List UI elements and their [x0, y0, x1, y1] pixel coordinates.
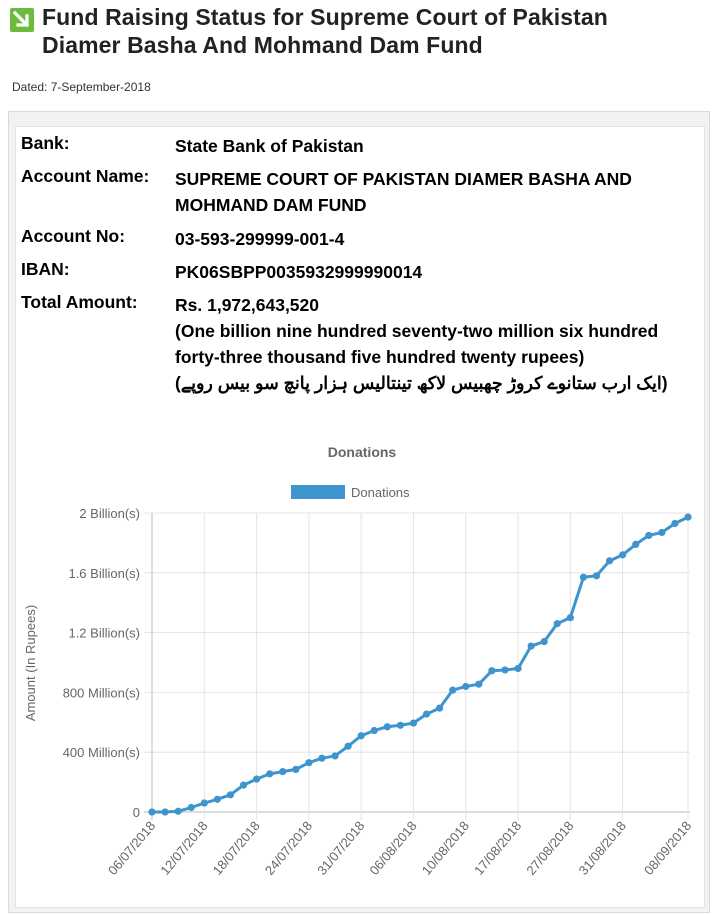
data-point [592, 572, 601, 580]
data-point [619, 551, 627, 559]
data-point [344, 742, 352, 750]
x-tick-label: 10/08/2018 [419, 818, 472, 877]
data-point [357, 732, 365, 740]
data-point [449, 686, 457, 694]
data-point [579, 573, 588, 581]
data-point [396, 721, 404, 729]
page-title-line-2: Diamer Basha And Mohmand Dam Fund [42, 32, 483, 58]
x-tick-label: 24/07/2018 [262, 818, 315, 877]
y-tick-label: 400 Million(s) [63, 745, 140, 760]
y-tick-labels: 0 400 Million(s) 800 Million(s) 1.2 Billion… [63, 506, 140, 820]
data-point [200, 799, 208, 807]
donations-series [148, 513, 692, 816]
data-point [645, 531, 653, 540]
data-point [266, 770, 274, 778]
iban-row: IBAN: PK06SBPP0035932999990014 [21, 259, 701, 292]
data-point [213, 795, 221, 803]
data-point [527, 642, 535, 650]
legend-label: Donations [351, 485, 410, 500]
data-point [239, 781, 248, 789]
x-tick-label: 17/08/2018 [471, 818, 524, 877]
x-tick-label: 12/07/2018 [157, 818, 210, 877]
data-point [305, 759, 313, 767]
bank-value: State Bank of Pakistan [175, 136, 364, 156]
data-point [370, 726, 378, 735]
chart-title: Donations [328, 444, 397, 460]
data-point [252, 775, 261, 783]
iban-value: PK06SBPP0035932999990014 [175, 262, 423, 282]
account-no-value: 03-593-299999-001-4 [175, 229, 345, 249]
total-amount-value: Rs. 1,972,643,520 [175, 295, 320, 315]
y-tick-label: 0 [133, 805, 140, 820]
account-no-row: Account No: 03-593-299999-001-4 [21, 226, 701, 259]
y-tick-label: 1.2 Billion(s) [68, 626, 140, 641]
data-point [409, 719, 418, 727]
total-amount-words: (One billion nine hundred seventy-two mi… [175, 321, 659, 367]
bank-label: Bank: [21, 133, 70, 153]
data-point [658, 528, 666, 537]
data-point [684, 513, 692, 521]
y-axis-label: Amount (In Rupees) [23, 605, 38, 721]
data-point [632, 540, 640, 548]
data-point [566, 614, 574, 622]
data-point [488, 667, 496, 675]
total-amount-row: Total Amount: Rs. 1,972,643,520 (One bil… [21, 292, 701, 396]
y-tick-label: 1.6 Billion(s) [68, 566, 140, 581]
bank-row: Bank: State Bank of Pakistan [21, 133, 701, 166]
data-point [318, 754, 326, 762]
data-point [279, 768, 287, 776]
data-point [501, 666, 509, 674]
data-point [540, 637, 548, 646]
data-point [226, 791, 235, 799]
data-point [174, 807, 182, 815]
account-no-label: Account No: [21, 226, 126, 246]
data-point [462, 682, 470, 691]
data-point [331, 752, 339, 760]
data-point [514, 664, 522, 673]
x-tick-label: 31/08/2018 [576, 818, 629, 877]
x-tick-label: 31/07/2018 [314, 818, 367, 877]
x-tick-label: 06/08/2018 [366, 818, 419, 877]
arrow-down-right-icon [10, 8, 34, 32]
data-point [292, 765, 300, 773]
account-details: Bank: State Bank of Pakistan Account Nam… [21, 133, 701, 396]
data-point [671, 519, 679, 528]
x-tick-label: 08/09/2018 [641, 818, 694, 877]
data-point [161, 808, 169, 816]
page-title-line-1: Fund Raising Status for Supreme Court of… [42, 4, 608, 30]
fund-panel: Bank: State Bank of Pakistan Account Nam… [8, 111, 710, 913]
data-point [436, 704, 444, 712]
data-point [422, 710, 431, 718]
data-point [383, 723, 391, 731]
account-name-label: Account Name: [21, 166, 150, 186]
dated-text: Dated: 7-September-2018 [12, 80, 151, 94]
y-tick-label: 2 Billion(s) [79, 506, 140, 521]
x-tick-label: 06/07/2018 [105, 818, 158, 877]
x-tick-label: 27/08/2018 [523, 818, 576, 877]
data-point [553, 620, 561, 628]
y-tick-label: 800 Million(s) [63, 685, 140, 700]
iban-label: IBAN: [21, 259, 70, 279]
data-point [187, 803, 195, 812]
total-amount-label: Total Amount: [21, 292, 138, 312]
total-amount-urdu: (ایک ارب ستانوے کروڑ چھبیس لاکھ تینتالیس… [175, 373, 668, 393]
data-point [605, 557, 614, 565]
x-tick-label: 18/07/2018 [210, 818, 263, 877]
account-name-row: Account Name: SUPREME COURT OF PAKISTAN … [21, 166, 701, 226]
data-point [475, 680, 483, 688]
x-tick-labels: 06/07/201812/07/201818/07/201824/07/2018… [105, 818, 694, 877]
fund-panel-inner: Bank: State Bank of Pakistan Account Nam… [15, 126, 705, 908]
legend-swatch [291, 485, 345, 499]
data-point [148, 808, 156, 816]
account-name-value: SUPREME COURT OF PAKISTAN DIAMER BASHA A… [175, 169, 632, 215]
